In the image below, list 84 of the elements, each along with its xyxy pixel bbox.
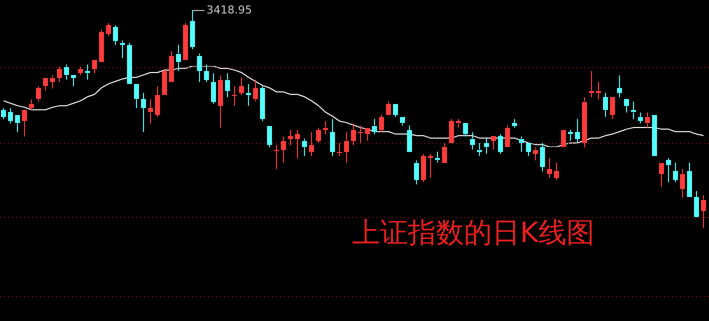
candlestick: [372, 118, 377, 135]
candlestick: [526, 143, 531, 157]
candlestick: [155, 86, 160, 118]
candlestick: [421, 153, 426, 183]
candlestick: [456, 118, 461, 128]
candlestick: [106, 22, 111, 37]
candlestick: [64, 64, 69, 80]
candlestick: [204, 64, 209, 82]
candlestick: [1, 108, 6, 120]
candlestick: [477, 142, 482, 157]
candlestick: [491, 136, 496, 150]
candlestick: [288, 129, 293, 146]
candlestick: [92, 60, 97, 74]
candlestick: [589, 70, 594, 98]
candlestick: [29, 98, 34, 111]
candlestick: [603, 92, 608, 118]
candlestick: [596, 81, 601, 100]
candlestick: [435, 151, 440, 164]
candlestick: [351, 122, 356, 146]
candlestick: [323, 120, 328, 135]
candlestick: [176, 44, 181, 72]
candlestick: [211, 72, 216, 104]
candlestick: [246, 84, 251, 106]
candlestick: [134, 84, 139, 109]
candlestick: [141, 92, 146, 133]
candlestick: [519, 136, 524, 152]
candlestick: [85, 64, 90, 80]
candlestick: [568, 129, 573, 142]
candlestick: [43, 78, 48, 92]
candlestick: [673, 162, 678, 183]
candlestick: [316, 127, 321, 144]
candlestick: [309, 132, 314, 157]
candlestick: [148, 98, 153, 124]
candlestick: [533, 146, 538, 161]
candlestick: [15, 115, 20, 133]
candlestick: [365, 128, 370, 142]
candlestick: [190, 10, 195, 50]
annotation: 上证指数的日K线图: [352, 216, 594, 249]
candlestick: [295, 129, 300, 159]
candlestick: [127, 42, 132, 84]
candlestick: [169, 50, 174, 82]
candlestick: [407, 125, 412, 152]
candlestick: [694, 190, 699, 217]
candlestick: [659, 163, 664, 188]
candlestick: [701, 194, 706, 228]
candlestick: [631, 101, 636, 120]
candlestick: [99, 29, 104, 62]
candlestick: [442, 142, 447, 163]
candlestick: [645, 112, 650, 128]
candlestick: [8, 108, 13, 124]
candlestick: [547, 158, 552, 178]
candlestick: [267, 126, 272, 148]
candlestick: [218, 74, 223, 128]
candlestick: [575, 118, 580, 144]
annotation: 3418.95: [206, 3, 252, 16]
candlestick: [302, 138, 307, 157]
candlestick: [680, 168, 685, 198]
candlestick: [428, 153, 433, 178]
candlestick: [414, 160, 419, 185]
candlestick: [78, 66, 83, 76]
candlestick: [624, 99, 629, 113]
candlestick: [239, 77, 244, 96]
candlestick: [344, 132, 349, 164]
candlestick: [253, 79, 258, 102]
candlestick: [22, 110, 27, 137]
candlestick: [330, 118, 335, 157]
candlestick: [197, 53, 202, 82]
candlestick: [379, 114, 384, 133]
candlestick: [120, 40, 125, 58]
candlestick: [666, 158, 671, 183]
candlestick: [57, 66, 62, 82]
candlestick: [638, 112, 643, 124]
candlestick: [687, 162, 692, 197]
candlestick: [582, 96, 587, 148]
candlestick: [50, 74, 55, 89]
candlestick: [484, 138, 489, 154]
candlestick: [225, 72, 230, 98]
candlestick: [540, 142, 545, 172]
candlestick: [610, 97, 615, 120]
candlestick: [71, 75, 76, 87]
candlestick: [470, 132, 475, 150]
candlestick: [617, 74, 622, 98]
candlestick: [281, 136, 286, 164]
candlestick: [554, 162, 559, 181]
